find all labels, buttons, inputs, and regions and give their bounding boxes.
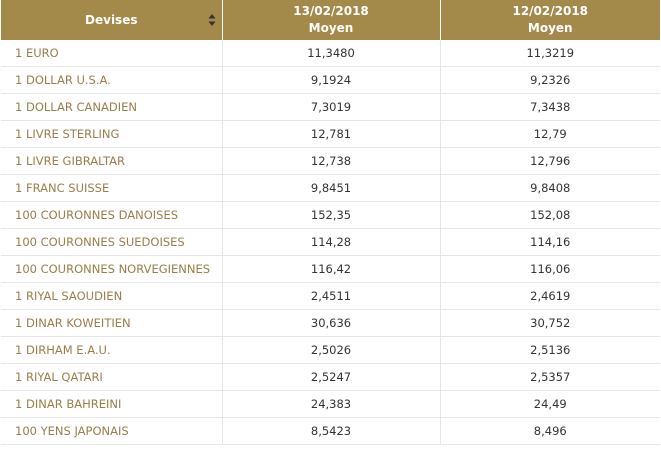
rate-row: 100 COURONNES NORVEGIENNES 116,42 116,06 bbox=[1, 255, 660, 283]
rate-row: 1 DIRHAM E.A.U. 2,5026 2,5136 bbox=[1, 336, 660, 364]
table-head: Devises 13/02/2018 Moyen 12/02/2018 Moye… bbox=[1, 0, 660, 40]
rate-cell: 2,5136 bbox=[440, 336, 660, 364]
currency-cell: 1 LIVRE GIBRALTAR bbox=[1, 147, 223, 175]
rate-cell: 7,3019 bbox=[222, 93, 441, 121]
rate-cell: 12,738 bbox=[222, 147, 441, 175]
rate-cell: 116,42 bbox=[222, 255, 441, 283]
header-row: Devises 13/02/2018 Moyen 12/02/2018 Moye… bbox=[1, 0, 660, 40]
rate-cell: 2,4619 bbox=[440, 282, 660, 310]
rate-row: 100 YENS JAPONAIS 8,5423 8,496 bbox=[1, 417, 660, 445]
rate-cell: 152,08 bbox=[440, 201, 660, 229]
rate-row: 1 RIYAL QATARI 2,5247 2,5357 bbox=[1, 363, 660, 391]
rate-row: 1 DOLLAR U.S.A. 9,1924 9,2326 bbox=[1, 66, 660, 94]
rate-cell: 24,383 bbox=[222, 390, 441, 418]
rate-cell: 2,4511 bbox=[222, 282, 441, 310]
currency-cell: 1 RIYAL QATARI bbox=[1, 363, 223, 391]
rate-cell: 114,16 bbox=[440, 228, 660, 256]
rate-cell: 30,636 bbox=[222, 309, 441, 337]
rate-cell: 24,49 bbox=[440, 390, 660, 418]
rate-row: 1 LIVRE GIBRALTAR 12,738 12,796 bbox=[1, 147, 660, 175]
rate-cell: 9,8451 bbox=[222, 174, 441, 202]
currency-cell: 1 DINAR BAHREINI bbox=[1, 390, 223, 418]
currency-cell: 1 DIRHAM E.A.U. bbox=[1, 336, 223, 364]
rate-cell: 12,796 bbox=[440, 147, 660, 175]
rate-cell: 116,06 bbox=[440, 255, 660, 283]
currency-cell: 1 DOLLAR CANADIEN bbox=[1, 93, 223, 121]
rate-cell: 152,35 bbox=[222, 201, 441, 229]
currency-cell: 1 FRANC SUISSE bbox=[1, 174, 223, 202]
rate-row: 1 EURO 11,3480 11,3219 bbox=[1, 40, 660, 67]
rate-row: 1 FRANC SUISSE 9,8451 9,8408 bbox=[1, 174, 660, 202]
rate-cell: 9,8408 bbox=[440, 174, 660, 202]
rate-cell: 8,496 bbox=[440, 417, 660, 445]
currency-cell: 1 EURO bbox=[1, 40, 223, 67]
currency-cell: 1 RIYAL SAOUDIEN bbox=[1, 282, 223, 310]
currency-cell: 100 COURONNES SUEDOISES bbox=[1, 228, 223, 256]
currency-cell: 1 DOLLAR U.S.A. bbox=[1, 66, 223, 94]
sort-icon[interactable] bbox=[208, 13, 216, 27]
date-header: 12/02/2018 Moyen bbox=[440, 0, 660, 40]
table-body: 1 EURO 11,3480 11,3219 1 DOLLAR U.S.A. 9,192… bbox=[1, 40, 660, 445]
currency-header[interactable]: Devises bbox=[1, 0, 223, 40]
rate-cell: 2,5026 bbox=[222, 336, 441, 364]
currency-cell: 100 COURONNES DANOISES bbox=[1, 201, 223, 229]
rate-row: 100 COURONNES SUEDOISES 114,28 114,16 bbox=[1, 228, 660, 256]
rate-row: 1 DINAR KOWEITIEN 30,636 30,752 bbox=[1, 309, 660, 337]
rate-cell: 30,752 bbox=[440, 309, 660, 337]
rate-row: 1 LIVRE STERLING 12,781 12,79 bbox=[1, 120, 660, 148]
currency-cell: 1 DINAR KOWEITIEN bbox=[1, 309, 223, 337]
rate-cell: 11,3480 bbox=[222, 40, 441, 67]
rate-cell: 2,5357 bbox=[440, 363, 660, 391]
currency-cell: 1 LIVRE STERLING bbox=[1, 120, 223, 148]
rate-row: 1 DOLLAR CANADIEN 7,3019 7,3438 bbox=[1, 93, 660, 121]
rate-cell: 9,2326 bbox=[440, 66, 660, 94]
rate-cell: 12,781 bbox=[222, 120, 441, 148]
currency-cell: 100 COURONNES NORVEGIENNES bbox=[1, 255, 223, 283]
date-label: 12/02/2018 bbox=[512, 4, 589, 18]
rate-cell: 7,3438 bbox=[440, 93, 660, 121]
rate-type-label: Moyen bbox=[308, 21, 354, 35]
currency-header-label: Devises bbox=[85, 12, 138, 27]
rate-row: 100 COURONNES DANOISES 152,35 152,08 bbox=[1, 201, 660, 229]
rate-cell: 12,79 bbox=[440, 120, 660, 148]
rate-row: 1 DINAR BAHREINI 24,383 24,49 bbox=[1, 390, 660, 418]
rate-cell: 114,28 bbox=[222, 228, 441, 256]
rate-type-label: Moyen bbox=[527, 21, 573, 35]
rate-cell: 9,1924 bbox=[222, 66, 441, 94]
rate-cell: 2,5247 bbox=[222, 363, 441, 391]
currency-cell: 100 YENS JAPONAIS bbox=[1, 417, 223, 445]
rate-cell: 11,3219 bbox=[440, 40, 660, 67]
rate-cell: 8,5423 bbox=[222, 417, 441, 445]
rate-row: 1 RIYAL SAOUDIEN 2,4511 2,4619 bbox=[1, 282, 660, 310]
date-header: 13/02/2018 Moyen bbox=[222, 0, 441, 40]
date-label: 13/02/2018 bbox=[293, 4, 369, 18]
